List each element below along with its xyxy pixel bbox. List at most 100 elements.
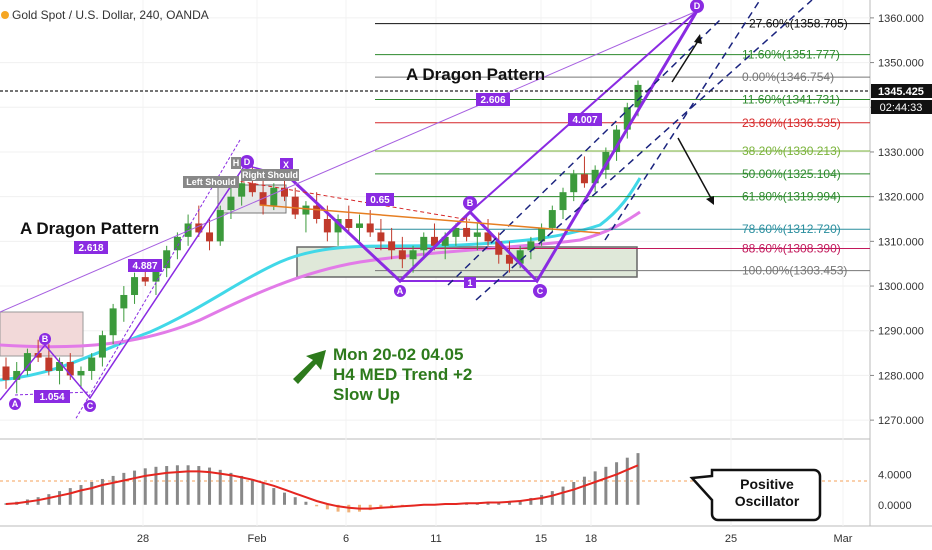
svg-text:4.007: 4.007 [572, 115, 597, 126]
price-tick-label: 1300.000 [878, 281, 924, 293]
price-tick-label: 1280.000 [878, 370, 924, 382]
fib-label: 38.20%(1330.213) [742, 144, 841, 158]
channel-lower [447, 19, 721, 286]
point-a-left: A [9, 398, 21, 410]
candle-body [195, 223, 203, 233]
fib-label: 11.60%(1351.777) [742, 48, 840, 62]
fib-label: 100.00%(1303.453) [742, 264, 847, 278]
candle-body [109, 308, 117, 336]
callout-line1: Positive [740, 476, 794, 492]
candle-body [452, 227, 460, 237]
point-a: A [394, 285, 406, 297]
candle-body [634, 84, 642, 108]
time-tick-label: 15 [535, 533, 547, 545]
svg-text:4.887: 4.887 [132, 261, 157, 272]
macd-signal-line [5, 464, 639, 510]
point-d-left: D [240, 155, 254, 169]
candle-body [248, 183, 256, 193]
svg-text:A: A [397, 286, 404, 296]
svg-text:Left Should: Left Should [186, 177, 236, 187]
candle-body [570, 174, 578, 193]
fib-label: 50.00%(1325.104) [742, 167, 841, 181]
arrow-up-head [694, 34, 702, 44]
ratio-tag-bottom: 1.054 [34, 390, 70, 403]
candle-body [184, 223, 192, 237]
svg-text:C: C [537, 286, 544, 296]
pattern-title-main: A Dragon Pattern [406, 65, 545, 84]
ratio-tag-main: 2.606 [476, 93, 510, 106]
candle-body [377, 232, 385, 242]
arrow-down-line [677, 137, 713, 201]
candle-body [484, 232, 492, 242]
chart-header: Gold Spot / U.S. Dollar, 240, OANDA [1, 8, 209, 22]
current-price-tag: 1345.425 [871, 84, 932, 98]
pattern-long-line [0, 10, 698, 313]
point-b-left: B [39, 333, 51, 345]
svg-text:1345.425: 1345.425 [878, 86, 924, 98]
pattern-title-left: A Dragon Pattern [20, 219, 159, 238]
candle-body [623, 107, 631, 130]
time-tick-label: 11 [430, 533, 441, 545]
time-tick-label: Feb [248, 533, 267, 545]
svg-text:1.054: 1.054 [39, 392, 64, 403]
note-line3: Slow Up [333, 385, 400, 404]
candle-body [527, 241, 535, 251]
candle-body [409, 250, 417, 260]
candle-body [66, 362, 74, 376]
note-arrow [293, 350, 326, 384]
chart-title: Gold Spot / U.S. Dollar, 240, OANDA [12, 8, 209, 22]
candle-body [334, 219, 342, 233]
candle-body [366, 223, 374, 233]
time-tick-label: 25 [725, 533, 737, 545]
candle-body [613, 129, 621, 152]
time-tick-label: Mar [834, 533, 853, 545]
svg-text:A: A [12, 399, 19, 409]
point-d-top: D [690, 0, 704, 13]
candle-body [355, 223, 363, 228]
svg-text:D: D [244, 157, 251, 167]
candle-body [398, 250, 406, 260]
candles-group [2, 80, 642, 394]
candle-body [206, 232, 214, 242]
point-c-left: C [84, 400, 96, 412]
svg-text:D: D [694, 1, 701, 11]
candle-body [281, 187, 289, 197]
candle-body [473, 232, 481, 237]
candle-body [120, 294, 128, 309]
svg-text:2.618: 2.618 [78, 243, 103, 254]
candle-body [313, 205, 321, 219]
harmonic-pattern: D X B A 1 C D B A C 2.606 2.618 4.007 0.… [0, 0, 870, 421]
fib-levels: −27.60%(1358.705) 11.60%(1351.777) 0.00%(1… [375, 17, 870, 278]
pattern-dotted-left [74, 139, 241, 421]
ratio-tag-up: 4.007 [568, 113, 602, 126]
candle-body [13, 370, 21, 380]
channel-upper [475, 0, 813, 301]
fib-label: 61.80%(1319.994) [742, 190, 841, 204]
svg-text:X: X [283, 160, 289, 170]
left-shoulder-label: Left Should [183, 176, 239, 188]
svg-text:0.65: 0.65 [370, 195, 390, 206]
price-tick-label: 1310.000 [878, 236, 924, 248]
candle-body [505, 254, 513, 264]
ratio-tag-mid: 0.65 [366, 193, 394, 206]
svg-text:H: H [233, 158, 240, 168]
candle-body [591, 169, 599, 184]
price-axis-ticks: 1270.000 1280.000 1290.000 1300.000 1310.000… [870, 13, 924, 427]
svg-text:C: C [87, 401, 94, 411]
candle-body [345, 219, 353, 228]
price-tick-label: 1290.000 [878, 326, 924, 338]
callout-line2: Oscillator [735, 493, 800, 509]
countdown-tag: 02:44:33 [871, 100, 932, 114]
price-tick-label: 1360.000 [878, 13, 924, 25]
candle-body [291, 196, 299, 215]
candle-body [56, 362, 64, 371]
candle-body [559, 192, 567, 211]
trend-orange [259, 204, 601, 234]
oscillator-callout: Positive Oscillator [689, 468, 822, 522]
fib-label: 88.60%(1308.390) [742, 242, 841, 256]
candle-body [463, 227, 471, 237]
svg-text:B: B [42, 334, 49, 344]
candle-body [580, 174, 588, 184]
